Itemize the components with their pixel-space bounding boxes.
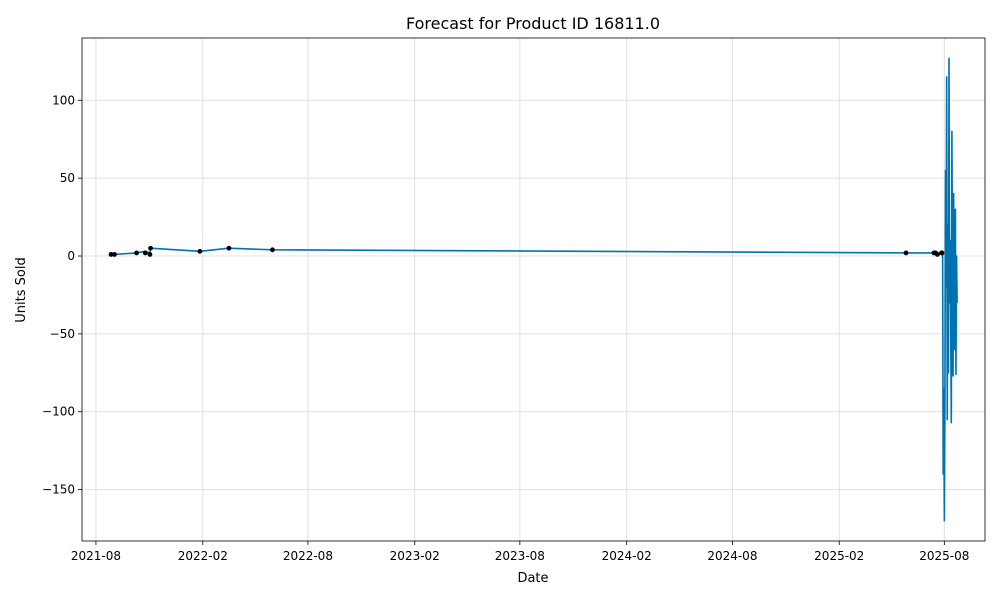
observed-point — [197, 248, 203, 254]
observed-point — [147, 252, 153, 257]
x-tick-label: 2022-02 — [178, 549, 228, 563]
observed-point — [134, 250, 139, 256]
y-tick-label: 0 — [67, 249, 75, 263]
y-tick-label: 50 — [60, 171, 75, 185]
x-axis-label: Date — [517, 571, 548, 586]
x-tick-label: 2025-02 — [814, 549, 864, 563]
observed-point — [939, 250, 945, 256]
observed-point — [112, 252, 117, 257]
grid-lines — [82, 38, 985, 541]
y-tick-label: −150 — [42, 483, 75, 497]
plot-area — [81, 37, 986, 542]
observed-point — [226, 245, 232, 251]
x-tick-label: 2024-08 — [707, 549, 757, 563]
chart-title: Forecast for Product ID 16811.0 — [406, 14, 660, 33]
observed-point — [142, 250, 148, 256]
x-axis-ticks: 2021-08 2022-02 2022-08 2023-02 2023-08 2024-… — [71, 541, 969, 563]
observed-points-layer — [108, 245, 945, 257]
observed-point — [148, 245, 153, 251]
observed-point — [108, 252, 114, 257]
x-tick-label: 2023-02 — [390, 549, 440, 563]
y-tick-label: −100 — [42, 405, 75, 419]
x-tick-label: 2025-08 — [919, 549, 969, 563]
y-axis-ticks: 100 50 0 −50 −100 −150 — [42, 93, 82, 497]
y-axis-label: Units Sold — [14, 257, 29, 322]
x-tick-label: 2021-08 — [71, 549, 121, 563]
observed-point — [903, 250, 909, 256]
series-layer — [111, 57, 958, 522]
forecast-line — [111, 57, 958, 522]
y-tick-label: −50 — [50, 327, 75, 341]
observed-point — [270, 247, 275, 253]
x-tick-label: 2024-02 — [602, 549, 652, 563]
y-tick-label: 100 — [52, 93, 75, 107]
x-tick-label: 2023-08 — [495, 549, 545, 563]
observed-point — [934, 252, 940, 257]
x-tick-label: 2022-08 — [283, 549, 333, 563]
